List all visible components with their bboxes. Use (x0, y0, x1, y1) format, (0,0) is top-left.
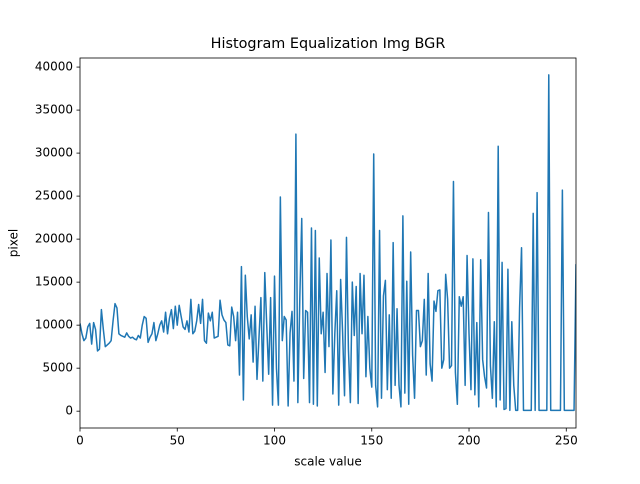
y-tick-label: 35000 (35, 103, 73, 117)
x-tick-label: 0 (76, 434, 84, 448)
x-tick-label: 50 (170, 434, 185, 448)
chart-title: Histogram Equalization Img BGR (211, 36, 446, 52)
y-tick-label: 15000 (35, 275, 73, 289)
y-tick-label: 25000 (35, 189, 73, 203)
y-tick-label: 5000 (42, 361, 73, 375)
x-tick-label: 100 (263, 434, 286, 448)
x-axis-label: scale value (294, 455, 362, 469)
x-tick-label: 200 (458, 434, 481, 448)
data-line (80, 74, 576, 412)
y-tick-label: 10000 (35, 318, 73, 332)
y-tick-label: 30000 (35, 146, 73, 160)
plot-frame (79, 57, 577, 429)
x-tick-label: 250 (555, 434, 578, 448)
y-axis-label: pixel (7, 229, 21, 257)
y-tick-label: 20000 (35, 232, 73, 246)
x-tick-label: 150 (360, 434, 383, 448)
y-tick-label: 0 (65, 404, 73, 418)
y-tick-label: 40000 (35, 60, 73, 74)
